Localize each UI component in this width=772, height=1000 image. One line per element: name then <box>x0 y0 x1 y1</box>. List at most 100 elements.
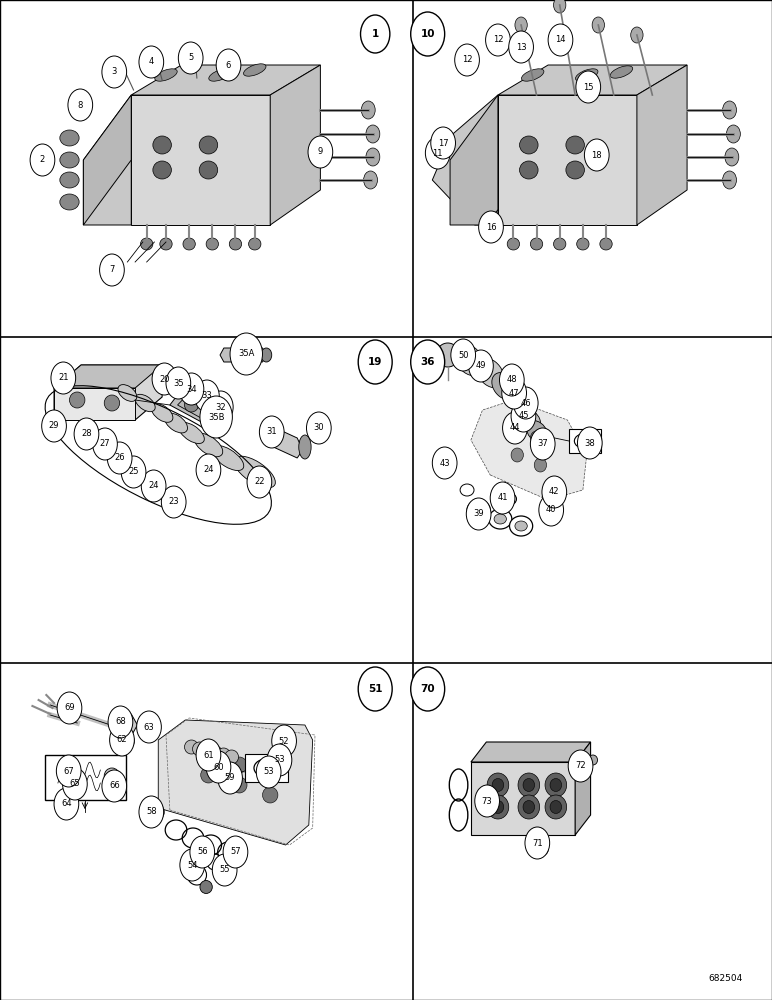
Text: 48: 48 <box>506 375 517 384</box>
Text: 67: 67 <box>63 766 74 776</box>
Circle shape <box>256 756 281 788</box>
Ellipse shape <box>262 787 278 803</box>
Text: 682504: 682504 <box>709 974 743 983</box>
Ellipse shape <box>550 800 562 814</box>
Circle shape <box>206 751 231 783</box>
Ellipse shape <box>225 750 239 764</box>
Circle shape <box>190 836 215 868</box>
Circle shape <box>539 494 564 526</box>
Ellipse shape <box>577 238 589 250</box>
Ellipse shape <box>521 69 544 81</box>
Ellipse shape <box>545 773 567 797</box>
Circle shape <box>110 724 134 756</box>
Text: 18: 18 <box>591 150 602 159</box>
Polygon shape <box>471 742 591 762</box>
Circle shape <box>577 427 602 459</box>
Ellipse shape <box>520 161 538 179</box>
Circle shape <box>267 744 292 776</box>
Ellipse shape <box>249 238 261 250</box>
Circle shape <box>180 849 205 881</box>
Circle shape <box>179 373 204 405</box>
Circle shape <box>725 148 739 166</box>
Text: 46: 46 <box>520 398 531 408</box>
Ellipse shape <box>200 880 212 894</box>
Ellipse shape <box>511 448 523 462</box>
Ellipse shape <box>208 746 222 760</box>
Polygon shape <box>54 365 162 420</box>
Circle shape <box>411 340 445 384</box>
Text: 23: 23 <box>168 497 179 506</box>
Ellipse shape <box>199 136 218 154</box>
Circle shape <box>93 428 117 460</box>
Circle shape <box>259 416 284 448</box>
Text: 14: 14 <box>555 35 566 44</box>
Circle shape <box>230 333 262 375</box>
Circle shape <box>584 139 609 171</box>
Text: 10: 10 <box>421 29 435 39</box>
Text: 59: 59 <box>225 774 235 782</box>
Circle shape <box>511 400 536 432</box>
Ellipse shape <box>229 238 242 250</box>
Text: 47: 47 <box>509 388 520 397</box>
Ellipse shape <box>487 773 509 797</box>
Circle shape <box>490 482 515 514</box>
Ellipse shape <box>208 69 232 81</box>
Text: 17: 17 <box>438 138 449 147</box>
Ellipse shape <box>545 795 567 819</box>
Text: 12: 12 <box>462 55 472 64</box>
Text: 60: 60 <box>213 762 224 772</box>
Ellipse shape <box>472 505 485 515</box>
Text: 73: 73 <box>482 796 493 806</box>
Circle shape <box>161 486 186 518</box>
Text: 28: 28 <box>81 430 92 438</box>
Text: 40: 40 <box>546 506 557 514</box>
Ellipse shape <box>217 748 231 762</box>
Ellipse shape <box>503 386 525 410</box>
Circle shape <box>212 854 237 886</box>
Ellipse shape <box>135 394 155 412</box>
Text: 54: 54 <box>187 860 198 869</box>
Ellipse shape <box>178 422 205 444</box>
Circle shape <box>216 49 241 81</box>
Text: 53: 53 <box>274 756 285 764</box>
Circle shape <box>568 750 593 782</box>
Circle shape <box>503 412 527 444</box>
Text: 4: 4 <box>149 57 154 66</box>
Ellipse shape <box>183 238 195 250</box>
Text: 5: 5 <box>188 53 193 62</box>
Polygon shape <box>170 395 228 432</box>
Circle shape <box>100 254 124 286</box>
Ellipse shape <box>201 744 215 758</box>
Circle shape <box>139 46 164 78</box>
Circle shape <box>513 387 538 419</box>
Polygon shape <box>83 95 131 225</box>
Circle shape <box>361 15 390 53</box>
Ellipse shape <box>493 778 504 792</box>
Ellipse shape <box>232 777 247 793</box>
Ellipse shape <box>494 514 506 524</box>
Ellipse shape <box>523 778 534 792</box>
Circle shape <box>166 367 191 399</box>
Ellipse shape <box>234 456 276 488</box>
Polygon shape <box>498 65 687 95</box>
Ellipse shape <box>243 64 266 76</box>
Circle shape <box>196 739 221 771</box>
Ellipse shape <box>489 509 512 529</box>
Ellipse shape <box>507 238 520 250</box>
Circle shape <box>196 454 221 486</box>
Text: 70: 70 <box>421 684 435 694</box>
Text: 51: 51 <box>368 684 382 694</box>
Polygon shape <box>178 393 216 420</box>
Ellipse shape <box>194 433 223 457</box>
Text: 72: 72 <box>575 762 586 770</box>
Circle shape <box>68 89 93 121</box>
Text: 36: 36 <box>421 357 435 367</box>
Circle shape <box>272 725 296 757</box>
Circle shape <box>137 711 161 743</box>
Text: 71: 71 <box>532 838 543 848</box>
Ellipse shape <box>515 521 527 531</box>
Circle shape <box>308 136 333 168</box>
Text: 41: 41 <box>497 493 508 502</box>
Ellipse shape <box>510 516 533 536</box>
Circle shape <box>469 350 493 382</box>
